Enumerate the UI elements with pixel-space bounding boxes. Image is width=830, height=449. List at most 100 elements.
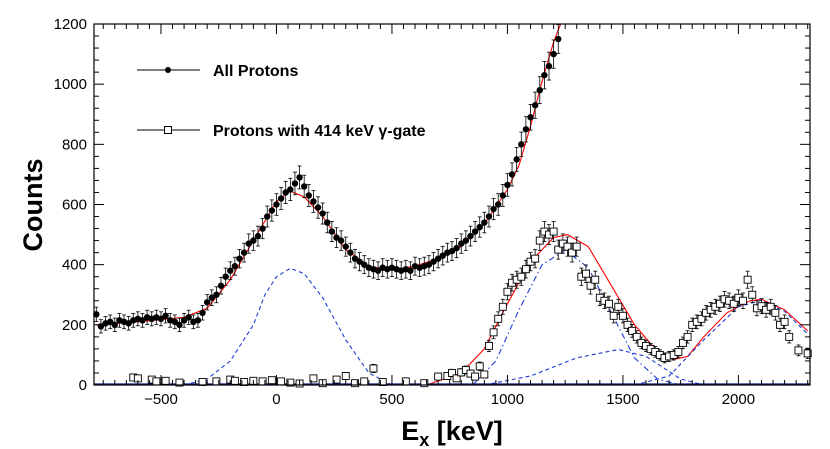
data-point-all xyxy=(111,317,118,332)
data-point-gated xyxy=(489,325,498,340)
data-point-gated xyxy=(526,252,535,272)
data-point-all xyxy=(471,221,479,243)
data-point-all xyxy=(481,211,488,234)
legend-label-all: All Protons xyxy=(213,63,298,80)
data-point-gated xyxy=(152,377,161,386)
data-point-all xyxy=(434,249,442,269)
data-point-all xyxy=(277,187,285,210)
data-point-all xyxy=(254,225,262,247)
data-point-all xyxy=(508,162,516,187)
data-point-gated xyxy=(605,295,614,312)
data-points xyxy=(93,24,812,388)
data-point-gated xyxy=(341,372,350,380)
data-point-gated xyxy=(642,339,650,352)
data-point-all xyxy=(171,314,179,330)
x-tick-label: 2000 xyxy=(722,391,755,408)
data-point-all xyxy=(176,317,183,332)
data-point-all xyxy=(527,103,534,131)
data-point-all xyxy=(236,249,243,269)
data-point-all xyxy=(333,227,340,248)
data-point-all xyxy=(407,261,414,280)
data-point-gated xyxy=(480,370,489,379)
data-point-gated xyxy=(448,368,456,378)
component-4-curve xyxy=(634,299,809,385)
data-point-gated xyxy=(739,292,747,309)
data-point-all xyxy=(430,252,437,272)
x-tick-label: 500 xyxy=(379,391,404,408)
data-point-gated xyxy=(535,230,544,251)
data-point-gated xyxy=(785,330,794,344)
data-point-all xyxy=(328,221,336,243)
data-point-gated xyxy=(369,363,378,373)
x-tick-label: 1500 xyxy=(606,391,639,408)
data-point-all xyxy=(494,193,502,216)
data-point-all xyxy=(227,261,234,280)
legend-label-gated: Protons with 414 keV γ-gate xyxy=(213,123,426,140)
data-point-gated xyxy=(258,377,267,386)
y-tick-label: 1200 xyxy=(54,16,87,33)
data-point-gated xyxy=(485,339,493,352)
data-point-gated xyxy=(277,377,286,386)
data-point-all xyxy=(337,230,345,251)
data-point-all xyxy=(273,193,280,216)
y-tick-label: 200 xyxy=(62,317,87,334)
data-point-all xyxy=(545,51,553,81)
data-point-all xyxy=(458,233,465,254)
data-point-gated xyxy=(609,308,618,324)
data-point-all xyxy=(342,236,349,257)
data-point-all xyxy=(555,24,562,54)
y-tick-label: 400 xyxy=(62,257,87,274)
data-point-gated xyxy=(743,270,752,289)
data-point-all xyxy=(356,252,363,272)
data-point-all xyxy=(240,242,248,263)
data-point-all xyxy=(287,177,294,202)
data-point-all xyxy=(300,174,308,199)
legend: All Protons Protons with 414 keV γ-gate xyxy=(137,63,426,140)
data-point-gated xyxy=(697,311,706,327)
data-point-all xyxy=(264,205,271,228)
data-point-all xyxy=(139,312,146,328)
data-point-all xyxy=(222,267,229,286)
y-tick-label: 600 xyxy=(62,197,87,214)
y-axis-title: Counts xyxy=(18,159,48,252)
legend-marker-open-square xyxy=(164,126,172,134)
data-point-gated xyxy=(794,344,803,357)
data-point-all xyxy=(217,277,225,295)
data-point-all xyxy=(282,180,289,204)
data-point-gated xyxy=(360,377,369,386)
y-tick-label: 1000 xyxy=(54,76,87,93)
data-point-all xyxy=(522,116,530,143)
data-point-gated xyxy=(434,372,443,381)
x-tick-label: 1000 xyxy=(491,391,524,408)
data-point-all xyxy=(162,308,169,324)
data-point-all xyxy=(550,39,557,69)
data-point-all xyxy=(462,230,470,251)
data-point-all xyxy=(314,196,322,219)
data-point-gated xyxy=(683,330,692,344)
data-point-all xyxy=(208,289,215,307)
plot-frame xyxy=(93,23,811,386)
component-1-curve xyxy=(183,267,393,385)
data-point-all xyxy=(513,147,520,172)
data-point-gated xyxy=(230,376,239,385)
data-point-all xyxy=(310,190,317,213)
data-point-all xyxy=(541,60,548,90)
data-point-all xyxy=(291,171,299,196)
data-point-gated xyxy=(766,298,775,315)
data-point-gated xyxy=(267,376,276,385)
data-point-all xyxy=(185,309,192,325)
data-point-gated xyxy=(618,308,627,324)
data-point-gated xyxy=(471,372,480,381)
data-point-gated xyxy=(212,377,221,386)
data-point-all xyxy=(536,76,543,105)
data-point-all xyxy=(305,184,312,207)
data-point-all xyxy=(374,261,382,280)
data-point-all xyxy=(213,286,220,304)
data-point-all xyxy=(425,255,433,275)
data-point-all xyxy=(476,216,483,238)
data-point-gated xyxy=(531,249,540,269)
x-tick-label: −500 xyxy=(144,391,178,408)
data-point-gated xyxy=(660,352,669,364)
data-point-all xyxy=(125,316,132,331)
